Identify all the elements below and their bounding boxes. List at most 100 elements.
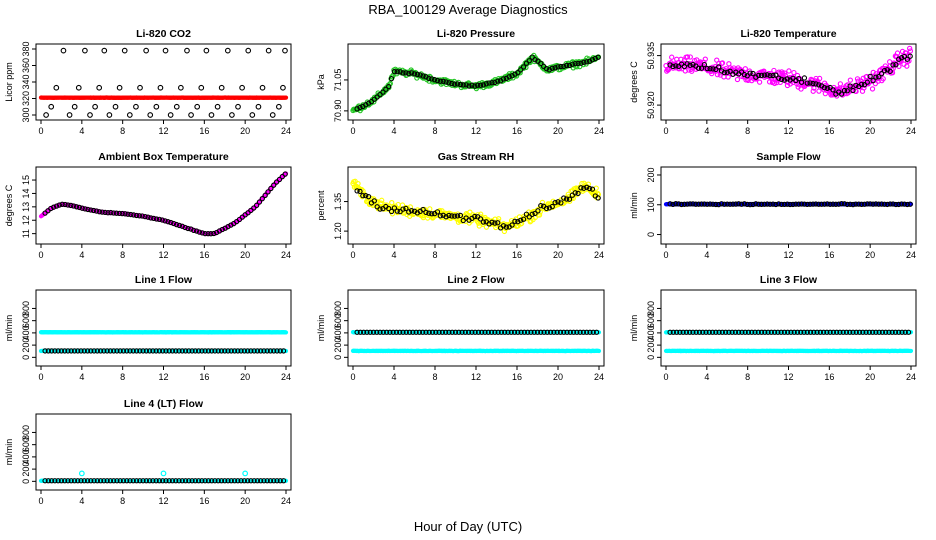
data-point <box>171 220 177 227</box>
data-point <box>492 79 498 86</box>
x-tick-label: 4 <box>704 372 709 382</box>
data-point <box>167 112 174 118</box>
data-point <box>142 213 148 220</box>
y-axis-label: ml/min <box>629 315 639 342</box>
x-tick-label: 4 <box>391 372 396 382</box>
data-point <box>391 205 398 211</box>
data-point <box>701 61 708 68</box>
data-point <box>71 203 77 209</box>
data-point <box>452 81 458 87</box>
data-point <box>256 199 263 205</box>
data-point <box>489 80 495 86</box>
data-point <box>122 211 128 217</box>
data-point <box>133 212 140 219</box>
data-point <box>770 72 776 79</box>
data-point <box>184 47 190 54</box>
data-point <box>869 86 876 92</box>
x-tick-label: 16 <box>824 250 834 260</box>
data-point <box>824 201 830 207</box>
data-point <box>440 78 446 84</box>
data-point <box>698 201 705 207</box>
data-point <box>87 112 93 118</box>
data-point <box>901 201 908 207</box>
data-point <box>837 81 844 87</box>
data-point <box>894 50 901 56</box>
data-point <box>725 74 731 80</box>
data-point <box>861 201 868 207</box>
data-point <box>726 61 732 67</box>
data-point <box>578 60 584 66</box>
data-point <box>552 200 558 206</box>
data-point <box>838 91 845 97</box>
series-average <box>354 184 601 231</box>
y-tick-label: 71.05 <box>333 69 343 92</box>
data-point <box>176 222 183 229</box>
data-point <box>199 230 205 236</box>
data-point <box>357 104 363 111</box>
data-point <box>73 204 80 210</box>
data-point <box>771 67 777 74</box>
data-point <box>112 103 119 110</box>
x-tick-label: 0 <box>663 372 668 382</box>
data-point <box>483 81 489 87</box>
data-point <box>696 201 702 207</box>
data-point <box>188 226 194 232</box>
data-point <box>394 69 400 75</box>
data-point <box>727 68 733 74</box>
data-point <box>434 77 441 84</box>
data-point <box>867 73 873 79</box>
data-point <box>584 184 590 190</box>
data-point <box>526 58 532 64</box>
x-tick-label: 24 <box>594 126 604 136</box>
data-point <box>128 211 134 218</box>
data-point <box>767 73 773 79</box>
data-point <box>437 213 443 219</box>
x-tick-label: 16 <box>199 250 209 260</box>
data-point <box>698 65 705 71</box>
data-point <box>595 195 601 201</box>
data-point <box>239 84 245 91</box>
data-point <box>778 201 785 208</box>
x-tick-label: 0 <box>38 250 43 260</box>
y-tick-label: 800 <box>646 301 656 316</box>
data-point <box>133 103 139 110</box>
data-point <box>718 201 725 207</box>
data-point <box>538 202 544 209</box>
data-point <box>841 201 848 207</box>
data-point <box>529 211 535 217</box>
y-tick-label: 1.20 <box>333 222 343 240</box>
data-point <box>793 201 799 207</box>
x-tick-label: 20 <box>553 372 563 382</box>
data-point <box>873 74 879 80</box>
panel-title: Li-820 Pressure <box>437 28 515 40</box>
y-tick-label: 400 <box>21 325 31 340</box>
data-point <box>558 63 564 70</box>
x-tick-label: 20 <box>240 250 250 260</box>
data-point <box>431 77 438 83</box>
data-point <box>500 76 507 82</box>
data-point <box>767 201 773 207</box>
data-point <box>572 60 578 67</box>
data-point <box>538 60 544 67</box>
data-point <box>864 73 870 80</box>
plot-frame <box>347 289 605 367</box>
data-point <box>687 201 693 207</box>
data-point <box>380 89 386 95</box>
data-point <box>271 182 277 188</box>
data-point <box>818 201 825 207</box>
data-point <box>472 83 478 89</box>
data-point <box>724 201 730 207</box>
x-tick-label: 24 <box>281 372 291 382</box>
data-point <box>443 214 449 220</box>
panel-title: Li-820 Temperature <box>740 28 836 40</box>
plot-frame <box>660 289 917 367</box>
data-point <box>850 87 856 94</box>
x-tick-label: 8 <box>432 126 437 136</box>
data-point <box>411 71 418 77</box>
x-tick-label: 0 <box>38 126 43 136</box>
series-main <box>350 52 602 114</box>
data-point <box>758 201 765 207</box>
data-point <box>578 185 584 191</box>
data-point <box>283 330 289 335</box>
